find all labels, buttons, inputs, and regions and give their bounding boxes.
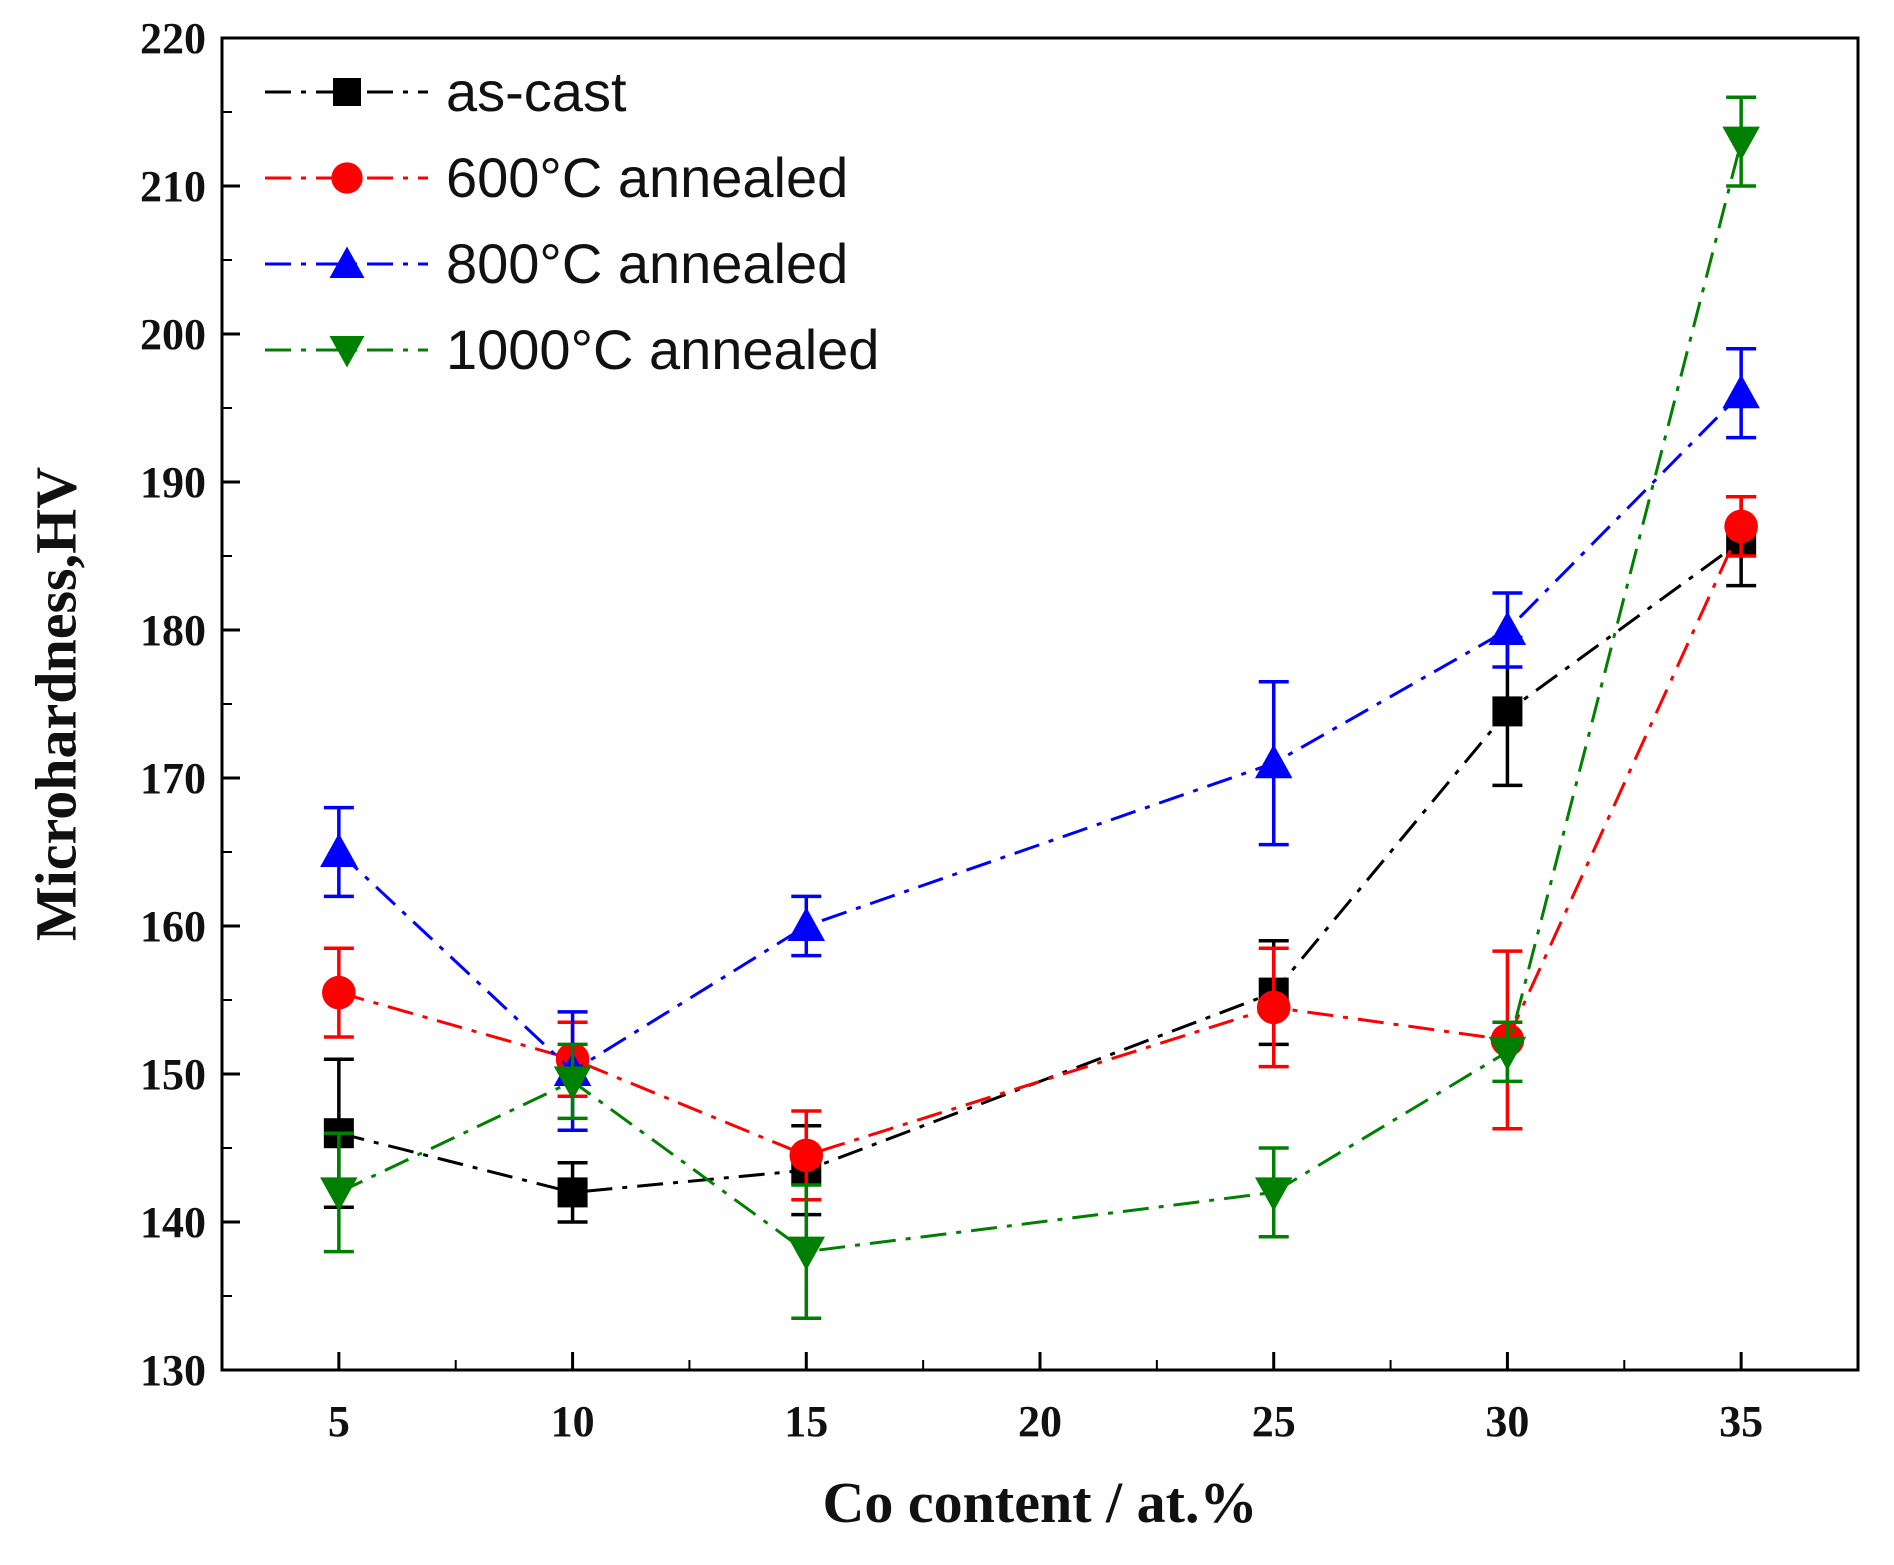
legend-entry: 1000°C annealed	[265, 318, 879, 381]
y-axis-title: Microhardness,HV	[23, 467, 88, 941]
y-tick-label: 220	[140, 14, 206, 63]
x-tick-label: 15	[784, 1397, 828, 1446]
data-point	[1722, 126, 1760, 161]
data-point	[1488, 611, 1527, 645]
y-tick-label: 130	[140, 1346, 206, 1395]
data-point	[553, 1066, 592, 1101]
y-tick-label: 210	[140, 162, 206, 211]
legend-entry: 600°C annealed	[265, 146, 848, 209]
x-tick-label: 5	[328, 1397, 350, 1446]
y-tick-label: 190	[140, 458, 206, 507]
legend-entry: 800°C annealed	[265, 232, 848, 295]
legend: as-cast 600°C annealed 800°C annealed 1000°…	[265, 60, 879, 381]
data-point	[789, 1138, 824, 1173]
series-line	[338, 539, 1743, 1194]
legend-label: as-cast	[446, 60, 627, 123]
series-line	[337, 392, 1743, 1073]
legend-label: 1000°C annealed	[446, 318, 879, 381]
data-point	[320, 833, 358, 867]
y-tick-label: 150	[140, 1050, 206, 1099]
series-triangle-down	[320, 95, 1760, 1320]
y-tick-label: 160	[140, 902, 206, 951]
x-tick-label: 35	[1719, 1397, 1763, 1446]
x-axis-title: Co content / at.%	[823, 1470, 1258, 1535]
data-point	[1254, 744, 1293, 779]
data-point	[322, 975, 356, 1010]
data-point	[787, 907, 826, 941]
x-tick-label: 25	[1252, 1397, 1296, 1446]
legend-entry: as-cast	[265, 60, 627, 123]
series-layer	[320, 95, 1760, 1320]
legend-marker	[329, 246, 365, 278]
legend-marker	[331, 162, 363, 194]
series-line	[338, 141, 1743, 1254]
data-point	[1722, 374, 1760, 409]
data-point	[557, 1177, 588, 1208]
x-tick-label: 10	[551, 1397, 595, 1446]
axes-layer: 5 10 15 20 25 30 35 130 140 150 160 170 180 190 200 210…	[140, 14, 1860, 1446]
y-tick-label: 170	[140, 754, 206, 803]
legend-label: 800°C annealed	[446, 232, 848, 295]
legend-marker	[329, 336, 365, 368]
y-tick-label: 180	[140, 606, 206, 655]
data-point	[1256, 990, 1291, 1025]
data-point	[1492, 696, 1523, 727]
data-point	[1488, 1036, 1527, 1071]
data-point	[320, 1177, 358, 1212]
x-tick-label: 20	[1018, 1397, 1062, 1446]
data-point	[1724, 509, 1758, 544]
data-point	[1254, 1177, 1293, 1212]
legend-marker	[333, 78, 361, 106]
y-tick-label: 200	[140, 310, 206, 359]
x-tick-label: 30	[1485, 1397, 1529, 1446]
data-point	[787, 1236, 826, 1271]
legend-label: 600°C annealed	[446, 146, 848, 209]
y-tick-label: 140	[140, 1198, 206, 1247]
